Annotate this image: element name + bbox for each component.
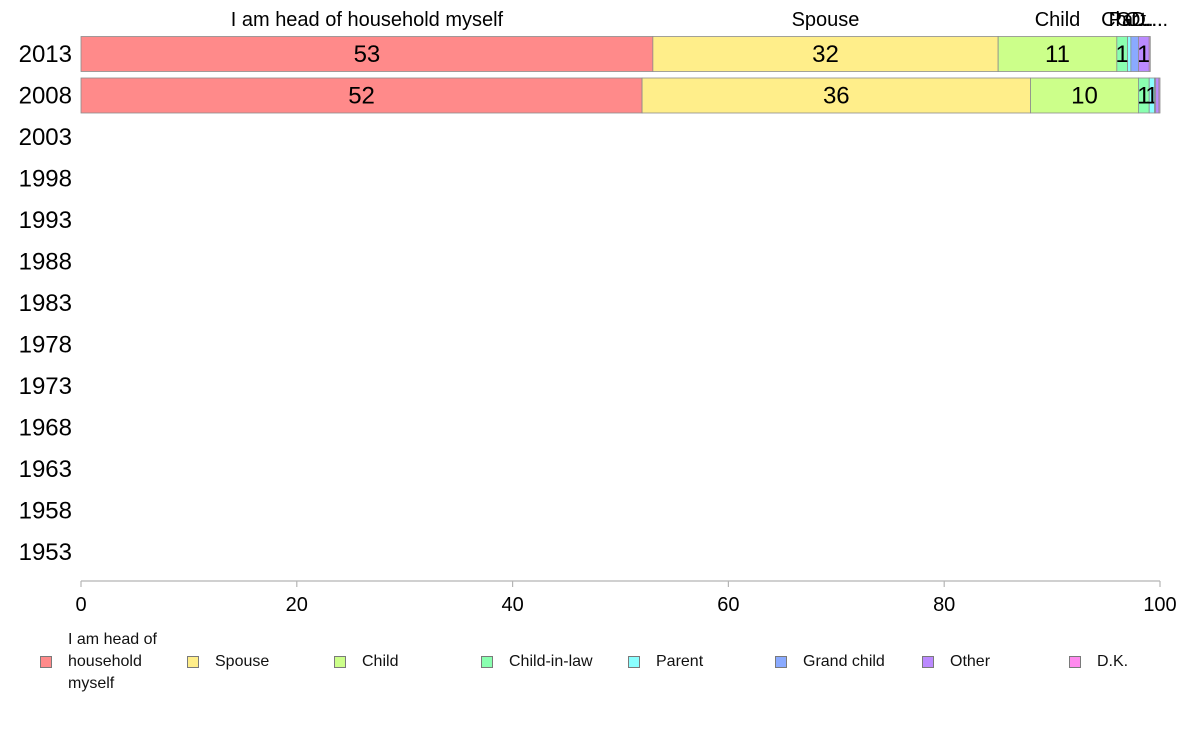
y-tick-label: 2008: [19, 83, 72, 110]
legend: I am head of household myself Spouse Child Ch…: [0, 628, 1188, 708]
series-header-label: I am head of household myself: [231, 9, 504, 31]
legend-swatch: [481, 656, 493, 668]
x-axis: 0 20 40 60 80 100: [75, 580, 1177, 616]
legend-item: Spouse: [187, 628, 269, 696]
legend-label: I am head of household myself: [68, 631, 157, 692]
bar-value-label: 10: [1071, 83, 1098, 110]
y-tick-label: 1983: [19, 290, 72, 317]
bar-value-label: 11: [1045, 41, 1070, 68]
legend-swatch: [40, 656, 52, 668]
x-tick-label: 100: [1143, 594, 1176, 616]
legend-item: Child-in-law: [481, 628, 593, 696]
y-tick-label: 2003: [19, 124, 72, 151]
bar-segment: [80, 77, 643, 114]
bar-segment: [1155, 77, 1160, 114]
series-header-label: Spouse: [792, 9, 860, 31]
bar-value-label: 36: [823, 83, 850, 110]
series-header-label: Gr...: [1116, 9, 1154, 31]
bars-group: 53 32 11 1 152 36 10 11: [80, 36, 1161, 114]
y-tick-label: 1978: [19, 332, 72, 359]
series-header-label: D....: [1131, 9, 1168, 31]
y-tick-label: 1953: [19, 539, 72, 566]
bar-segment: [1158, 77, 1161, 114]
legend-label: D.K.: [1097, 653, 1129, 670]
y-tick-label: 1958: [19, 498, 72, 525]
legend-item: I am head of household myself: [40, 628, 157, 696]
stacked-bar-chart: I am head of household myself Spouse Child…: [19, 9, 1177, 616]
legend-label: Child-in-law: [509, 653, 593, 670]
legend-item: Other: [922, 628, 990, 696]
y-tick-label: 2013: [19, 41, 72, 68]
bar-segment: [1030, 77, 1139, 114]
x-tick-label: 80: [933, 594, 955, 616]
legend-swatch: [1069, 656, 1081, 668]
series-header-label: Ch...: [1101, 9, 1143, 31]
legend-label: Other: [950, 653, 991, 670]
x-tick-label: 20: [286, 594, 308, 616]
y-tick-label: 1998: [19, 166, 72, 193]
y-tick-label: 1993: [19, 207, 72, 234]
bar-value-label: 53: [354, 41, 381, 68]
legend-swatch: [187, 656, 199, 668]
legend-swatch: [628, 656, 640, 668]
series-header-label: Pa...: [1109, 9, 1150, 31]
legend-label: Parent: [656, 653, 704, 670]
x-tick-label: 40: [501, 594, 523, 616]
bar-value-label: 1: [1137, 41, 1150, 68]
legend-swatch: [334, 656, 346, 668]
legend-item: Parent: [628, 628, 703, 696]
x-tick-label: 60: [717, 594, 739, 616]
bar-segment: [652, 36, 999, 72]
bar-value-label: 52: [348, 83, 375, 110]
legend-swatch: [922, 656, 934, 668]
bar-value-label: 1: [1137, 83, 1150, 110]
legend-swatch: [775, 656, 787, 668]
series-header-labels: I am head of household myself Spouse Child…: [231, 9, 1168, 31]
legend-item: Grand child: [775, 628, 885, 696]
bar-segment: [1148, 36, 1151, 72]
bar-segment: [1127, 36, 1132, 72]
legend-label: Spouse: [215, 653, 270, 670]
legend-item: Child: [334, 628, 398, 696]
series-header-label: Ot...: [1125, 9, 1163, 31]
series-header-label: Child: [1035, 9, 1081, 31]
legend-item: D.K.: [1069, 628, 1128, 696]
legend-label: Child: [362, 653, 399, 670]
y-tick-label: 1963: [19, 456, 72, 483]
bar-value-label: 1: [1116, 41, 1129, 68]
y-tick-label: 1988: [19, 249, 72, 276]
bar-segment: [641, 77, 1031, 114]
legend-label: Grand child: [803, 653, 885, 670]
bar-segment: [997, 36, 1118, 72]
bar-value-label: 32: [812, 41, 839, 68]
y-tick-label: 1968: [19, 415, 72, 442]
y-tick-label: 1973: [19, 373, 72, 400]
y-axis-labels: 2013 2008 2003 1998 1993 1988 1983 1978 1973 1968…: [19, 41, 72, 566]
x-tick-label: 0: [75, 594, 86, 616]
